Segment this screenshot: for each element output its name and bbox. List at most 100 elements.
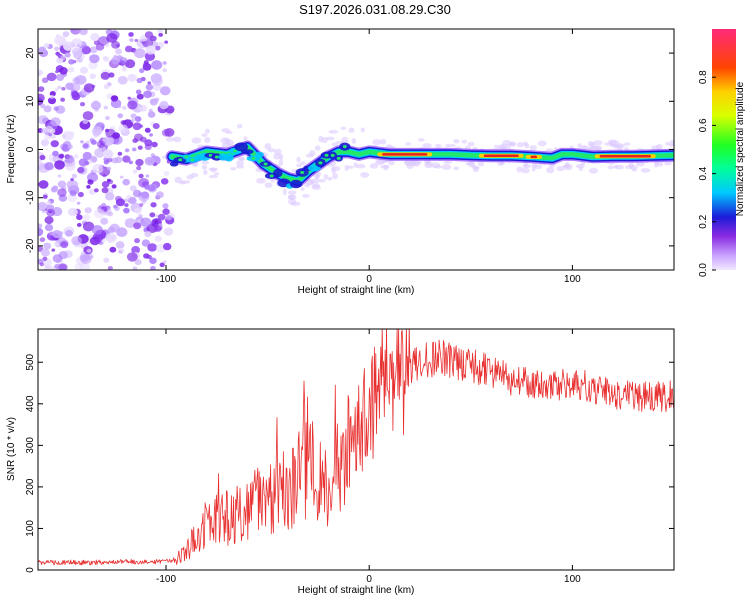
ridge-blob [241,149,254,155]
noise-blob [103,257,110,263]
noise-blob [102,136,114,147]
noise-blob [163,227,174,236]
noise-blob [144,230,152,238]
halo-blob [369,163,379,169]
ridge-blob [273,168,283,178]
noise-blob [103,84,110,90]
halo-blob [300,161,306,166]
colorbar-tick-label: 0.6 [698,118,709,132]
noise-blob [111,184,117,189]
halo-blob [273,152,281,160]
halo-blob [224,138,229,142]
halo-blob [235,165,245,169]
halo-blob [636,161,645,167]
noise-blob [82,214,91,221]
noise-blob [100,217,109,225]
noise-blob [46,72,57,82]
halo-blob [422,143,432,149]
noise-blob [66,179,79,190]
noise-blob [40,103,46,109]
noise-blob [105,43,110,48]
noise-blob [38,201,47,211]
noise-blob [134,48,146,59]
halo-blob [201,133,208,137]
halo-blob [591,145,597,149]
halo-blob [287,190,297,195]
colorbar-label: Normalized spectral amplitude [735,81,746,216]
halo-blob [546,166,555,174]
noise-blob [130,113,137,119]
noise-blob [71,236,82,246]
noise-blob [143,90,152,99]
noise-blob [144,127,151,133]
snr-y-axis-label: SNR (10 * v/v) [6,417,17,481]
noise-blob [64,52,71,58]
noise-blob [117,113,124,119]
ridge-blob-core [251,157,256,161]
noise-blob [126,252,138,262]
halo-blob [499,143,505,150]
noise-blob [101,202,107,208]
noise-blob [150,265,156,270]
halo-blob [453,138,460,144]
noise-blob [145,45,156,55]
noise-blob [131,147,137,152]
halo-blob [376,159,387,164]
noise-blob [50,186,58,193]
noise-blob [132,138,138,144]
noise-blob [136,165,142,171]
noise-blob [79,66,89,74]
snr-y-tick-label: 200 [25,478,36,495]
halo-blob [225,130,233,135]
noise-blob [38,69,43,76]
halo-blob [264,182,273,189]
halo-blob [355,163,366,169]
noise-blob [164,40,169,44]
halo-blob [615,164,624,170]
noise-blob [80,251,86,256]
noise-blob [135,89,142,95]
halo-blob [441,164,452,170]
noise-blob [50,117,61,127]
colorbar-ticks: 0.0 0.2 0.4 0.6 0.8 [698,70,716,277]
halo-blob [288,198,297,206]
noise-blob [106,166,112,171]
noise-blob [69,82,81,92]
noise-blob [54,241,60,247]
halo-blob [593,140,603,146]
noise-blob [95,43,105,51]
noise-blob [132,189,142,198]
noise-blob [81,46,92,55]
halo-blob [556,166,565,172]
noise-blob [124,148,130,153]
noise-blob [54,46,60,51]
noise-blob [145,174,150,178]
noise-blob [157,29,163,34]
noise-blob [57,235,62,239]
halo-blob [301,193,310,198]
halo-blob [331,142,338,146]
noise-blob [48,230,55,236]
noise-blob [132,266,138,270]
noise-blob [43,43,50,48]
halo-blob [651,145,661,151]
noise-blob [152,122,160,130]
ridge-blob-core [233,149,238,153]
ridge-blob [224,153,234,162]
noise-blob [96,140,106,149]
noise-blob [57,174,62,178]
noise-blob [91,225,103,235]
snr-x-tick-label: 0 [366,574,372,585]
noise-blob [129,38,134,42]
noise-blob [90,139,97,145]
halo-blob [516,142,525,148]
snr-x-tick-label: 100 [564,574,581,585]
noise-blob [109,223,120,233]
spectrogram-ridge [165,140,674,189]
noise-blob [38,227,44,237]
noise-blob [163,170,170,177]
halo-blob [629,165,638,170]
noise-blob [89,54,100,64]
noise-blob [76,214,83,221]
